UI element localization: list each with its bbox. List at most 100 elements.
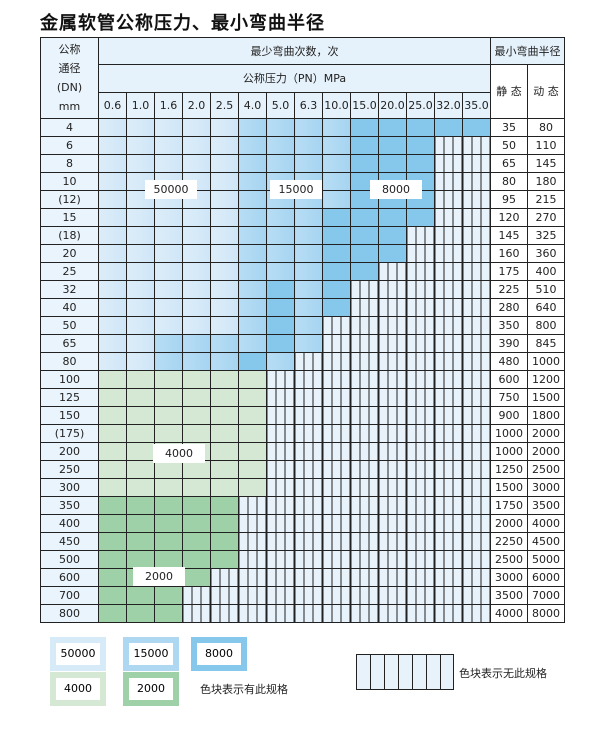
cell-8000 <box>266 316 295 335</box>
cell-no-spec <box>266 460 295 479</box>
cell-no-spec <box>434 478 463 497</box>
dn-cell: 500 <box>40 550 99 569</box>
cell-4000 <box>126 406 155 425</box>
cell-no-spec <box>182 586 211 605</box>
cell-50000 <box>154 280 183 299</box>
cell-no-spec <box>322 424 351 443</box>
spec-table: 公称 通径 (DN) mm 最少弯曲次数，次 最小弯曲半径 公称压力（PN）MPa 静 态动 … <box>40 37 565 623</box>
cell-50000 <box>210 136 239 155</box>
cell-no-spec <box>462 442 491 461</box>
header-row: 0.6 1.0 1.6 2.0 2.5 4.0 5.0 6.3 10.0 15.0 20.0 25.0… <box>41 92 565 119</box>
cell-no-spec <box>182 604 211 623</box>
table-row: 250 1250 2500 <box>40 460 565 479</box>
cell-no-spec <box>434 154 463 173</box>
cell-2000 <box>126 514 155 533</box>
cell-15000 <box>238 262 267 281</box>
cell-50000 <box>98 280 127 299</box>
dynamic-radius-cell: 800 <box>527 316 565 335</box>
cell-8000 <box>406 154 435 173</box>
dynamic-radius-cell: 1500 <box>527 388 565 407</box>
static-radius-cell: 65 <box>490 154 528 173</box>
table-row: 500 2500 5000 <box>40 550 565 569</box>
cell-50000 <box>98 316 127 335</box>
cell-no-spec <box>462 334 491 353</box>
cell-no-spec <box>406 442 435 461</box>
cell-15000 <box>294 154 323 173</box>
cell-no-spec <box>434 298 463 317</box>
cell-no-spec <box>462 298 491 317</box>
dn-cell: 65 <box>40 334 99 353</box>
static-radius-cell: 2250 <box>490 532 528 551</box>
cell-no-spec <box>238 586 267 605</box>
cell-8000 <box>378 244 407 263</box>
static-radius-cell: 2000 <box>490 514 528 533</box>
spec-table-wrap: 公称 通径 (DN) mm 最少弯曲次数，次 最小弯曲半径 公称压力（PN）MPa 静 态动 … <box>40 37 565 623</box>
pressure-header: 公称压力（PN）MPa <box>98 64 491 93</box>
cell-4000 <box>126 424 155 443</box>
cell-8000 <box>322 298 351 317</box>
legend-swatch-8000: 8000 <box>191 637 247 671</box>
static-radius-cell: 1500 <box>490 478 528 497</box>
legend-no-spec-text: 色块表示无此规格 <box>459 667 547 680</box>
cell-15000 <box>238 316 267 335</box>
table-row: 20 160 360 <box>40 244 565 263</box>
cell-8000 <box>266 334 295 353</box>
pressure-col-header: 1.6 <box>154 92 183 119</box>
cell-2000 <box>182 496 211 515</box>
cell-50000 <box>154 316 183 335</box>
cell-no-spec <box>434 442 463 461</box>
cell-no-spec <box>462 586 491 605</box>
cell-no-spec <box>294 532 323 551</box>
legend-swatch-15000: 15000 <box>123 637 179 671</box>
cell-50000 <box>126 352 155 371</box>
cell-no-spec <box>462 208 491 227</box>
cell-4000 <box>98 388 127 407</box>
cell-2000 <box>154 604 183 623</box>
cell-no-spec <box>266 370 295 389</box>
cell-no-spec <box>434 514 463 533</box>
cell-no-spec <box>434 568 463 587</box>
cell-no-spec <box>266 568 295 587</box>
cell-15000 <box>238 208 267 227</box>
cell-no-spec <box>406 298 435 317</box>
cell-no-spec <box>350 280 379 299</box>
cell-4000 <box>238 370 267 389</box>
cell-8000 <box>406 208 435 227</box>
cell-8000 <box>350 118 379 137</box>
cell-no-spec <box>322 568 351 587</box>
static-radius-cell: 95 <box>490 190 528 209</box>
cell-2000 <box>210 496 239 515</box>
table-row: 400 2000 4000 <box>40 514 565 533</box>
cell-no-spec <box>434 460 463 479</box>
cell-2000 <box>98 568 127 587</box>
cell-no-spec <box>322 532 351 551</box>
table-row: 50 350 800 <box>40 316 565 335</box>
dn-header-line: 通径 <box>58 62 81 75</box>
cell-4000 <box>238 424 267 443</box>
cell-no-spec <box>294 586 323 605</box>
cell-no-spec <box>462 388 491 407</box>
static-radius-cell: 1000 <box>490 424 528 443</box>
cell-no-spec <box>210 604 239 623</box>
cell-no-spec <box>378 550 407 569</box>
static-radius-cell: 4000 <box>490 604 528 623</box>
table-row: 600 3000 6000 <box>40 568 565 587</box>
cell-2000 <box>126 532 155 551</box>
cell-no-spec <box>462 406 491 425</box>
dynamic-radius-cell: 180 <box>527 172 565 191</box>
cell-8000 <box>378 226 407 245</box>
cell-4000 <box>98 460 127 479</box>
cell-50000 <box>98 172 127 191</box>
cell-no-spec <box>350 568 379 587</box>
cell-4000 <box>182 478 211 497</box>
static-radius-cell: 160 <box>490 244 528 263</box>
cell-15000 <box>238 154 267 173</box>
header-row: 公称压力（PN）MPa 静 态动 态 <box>41 64 565 119</box>
cell-no-spec <box>294 478 323 497</box>
dynamic-radius-cell: 80 <box>527 118 565 137</box>
cell-50000 <box>154 154 183 173</box>
static-radius-cell: 1250 <box>490 460 528 479</box>
cell-2000 <box>210 514 239 533</box>
cell-no-spec <box>294 550 323 569</box>
cell-no-spec <box>350 460 379 479</box>
